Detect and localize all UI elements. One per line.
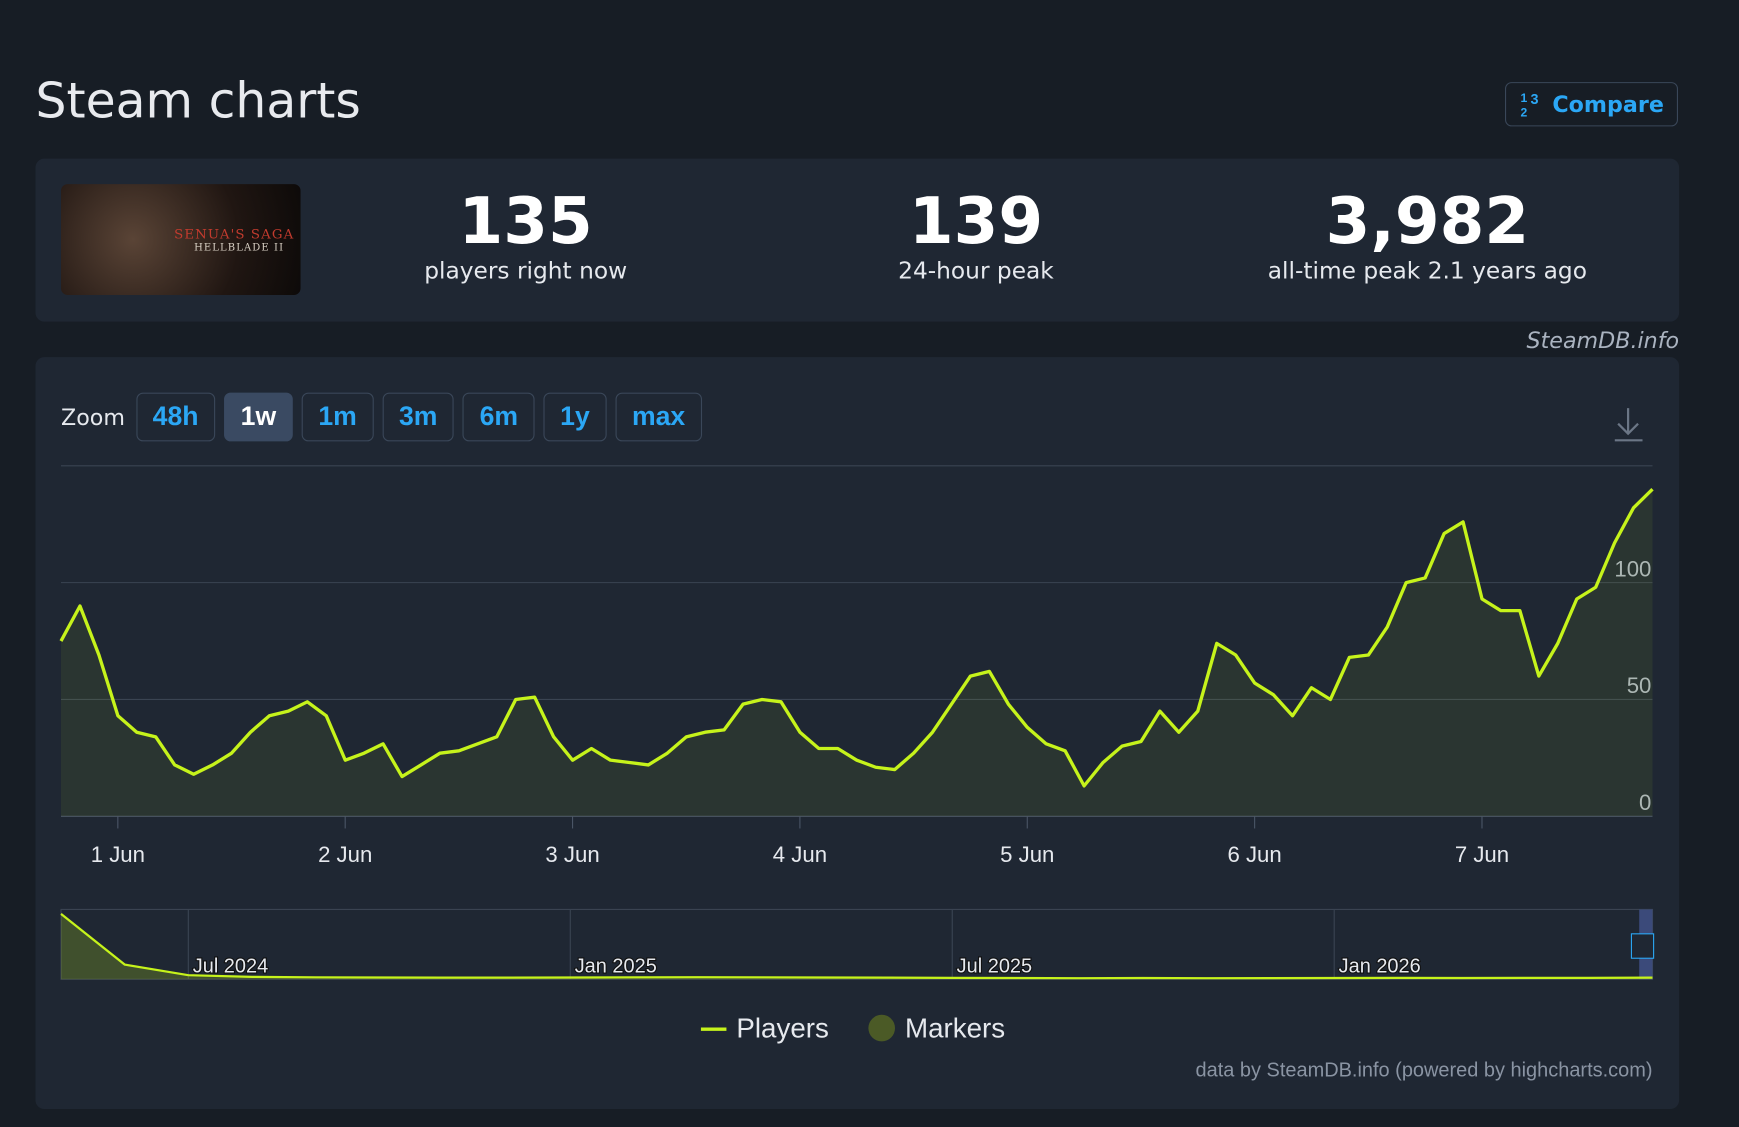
page-title: Steam charts — [35, 73, 361, 130]
stat-label: players right now — [424, 257, 628, 284]
stat-label: 24-hour peak — [898, 257, 1054, 284]
compare-label: Compare — [1552, 90, 1664, 118]
svg-text:1: 1 — [1520, 91, 1527, 105]
navigator-label: Jul 2025 — [957, 955, 1032, 977]
zoom-button[interactable]: 3m — [382, 392, 455, 442]
svg-text:2: 2 — [1520, 105, 1527, 118]
svg-text:3: 3 — [1530, 92, 1538, 108]
navigator-line — [60, 912, 1653, 980]
series-line — [59, 488, 1654, 788]
navigator-label: Jan 2026 — [1339, 955, 1421, 977]
series-area — [60, 489, 1653, 817]
zoom-button[interactable]: 1w — [224, 392, 293, 442]
zoom-button[interactable]: 1y — [543, 392, 607, 442]
chart-panel — [35, 357, 1680, 1110]
zoom-button[interactable]: 48h — [136, 392, 216, 442]
x-tick-label: 3 Jun — [545, 842, 599, 867]
x-tick-label: 6 Jun — [1227, 842, 1281, 867]
legend-markers-swatch — [868, 1014, 896, 1042]
x-tick-label: 2 Jun — [318, 842, 372, 867]
y-tick-label: 100 — [1614, 556, 1651, 581]
logo-title: Senua's Saga — [174, 226, 295, 242]
stat-value: 135 — [458, 182, 593, 259]
x-tick-label: 7 Jun — [1455, 842, 1509, 867]
stat: 135 players right now — [315, 184, 736, 284]
x-tick-label: 1 Jun — [91, 842, 145, 867]
navigator-label: Jan 2025 — [575, 955, 657, 977]
x-tick-label: 5 Jun — [1000, 842, 1054, 867]
logo-subtitle: Hellblade II — [194, 242, 285, 254]
stats-panel — [35, 158, 1680, 322]
game-logo[interactable]: Senua's Saga Hellblade II — [60, 184, 301, 296]
zoom-button[interactable]: max — [615, 392, 702, 442]
credits: data by SteamDB.info (powered by highcha… — [1196, 1060, 1653, 1082]
stat: 3,982 all-time peak 2.1 years ago — [1217, 184, 1638, 284]
legend-players[interactable]: Players — [736, 1013, 828, 1044]
zoom-row: Zoom 48h 1w 1m 3m 6m 1y max — [60, 392, 702, 442]
stat-value: 3,982 — [1325, 182, 1530, 259]
zoom-button[interactable]: 1m — [301, 392, 374, 442]
download-icon[interactable] — [1614, 408, 1643, 442]
legend-markers[interactable]: Markers — [905, 1013, 1005, 1044]
zoom-button[interactable]: 6m — [462, 392, 535, 442]
stat-label: all-time peak 2.1 years ago — [1267, 257, 1587, 284]
y-tick-label: 50 — [1627, 673, 1652, 698]
compare-icon: 1 32 — [1520, 91, 1538, 119]
zoom-label: Zoom — [60, 403, 125, 431]
attribution: SteamDB.info — [1526, 327, 1680, 354]
x-tick-label: 4 Jun — [773, 842, 827, 867]
stat: 139 24-hour peak — [765, 184, 1186, 284]
navigator-grip[interactable] — [1630, 933, 1655, 959]
navigator-label: Jul 2024 — [193, 955, 268, 977]
stat-value: 139 — [908, 182, 1044, 259]
y-tick-label: 0 — [1639, 790, 1651, 815]
